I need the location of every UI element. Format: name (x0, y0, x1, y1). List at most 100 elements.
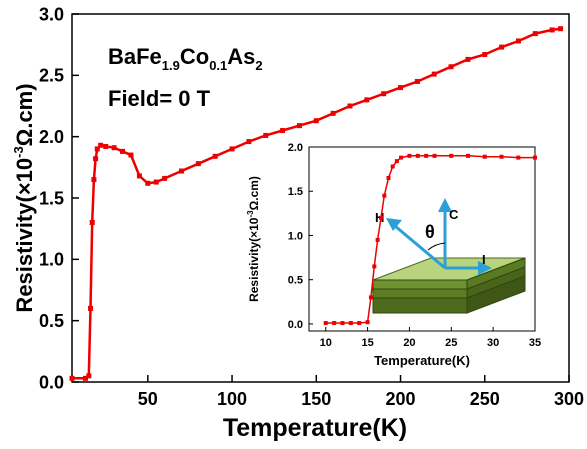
inset-data-point (399, 155, 404, 160)
main-data-point (162, 175, 168, 181)
inset-data-point (375, 237, 380, 242)
inset-y-tick-label: 2.0 (288, 142, 303, 154)
main-data-point (532, 31, 538, 37)
main-y-tick-label: 0.0 (39, 372, 64, 392)
c-arrow-head (438, 198, 452, 212)
layer-bottom-side (372, 297, 468, 314)
main-data-point (263, 132, 269, 138)
main-data-point (381, 91, 387, 97)
main-series (69, 26, 564, 381)
main-y-tick-label: 1.0 (39, 250, 64, 270)
sample-layers-diagram: H C θ I (372, 198, 526, 314)
main-x-tick-label: 150 (301, 389, 331, 409)
main-data-point (111, 145, 117, 151)
main-data-point (98, 142, 104, 148)
main-data-point (465, 56, 471, 62)
compound-label: BaFe1.9Co0.1As2 (108, 44, 263, 73)
main-data-point (414, 78, 420, 84)
main-data-point (93, 156, 99, 162)
inset-data-point (378, 215, 383, 220)
h-arrow-head (386, 218, 402, 231)
main-x-tick-label: 300 (554, 389, 584, 409)
inset-x-tick-label: 30 (487, 337, 499, 349)
main-x-tick-label: 250 (470, 389, 500, 409)
inset-data-point (424, 153, 429, 158)
main-y-axis-label: Resistivity(×10-3Ω.cm) (11, 83, 37, 312)
main-data-point (89, 220, 95, 226)
main-data-point (153, 179, 159, 185)
main-data-point (296, 123, 302, 129)
h-field-line (394, 224, 446, 270)
main-x-tick-label: 100 (217, 389, 247, 409)
layer-middle-side (372, 288, 468, 299)
main-data-point (103, 143, 109, 149)
layer-top-end (466, 257, 526, 290)
main-data-point (499, 44, 505, 50)
main-x-tick-label: 50 (138, 389, 158, 409)
main-data-point (448, 64, 454, 70)
main-data-point (347, 103, 353, 109)
layer-top-side (372, 279, 468, 290)
inset-y-tick-label: 0.0 (288, 319, 303, 331)
i-label: I (482, 252, 486, 267)
inset-data-point (394, 159, 399, 164)
main-y-tick-label: 0.5 (39, 311, 64, 331)
main-y-tick-label: 1.5 (39, 188, 64, 208)
main-y-tick-label: 3.0 (39, 4, 64, 24)
main-data-point (128, 152, 134, 158)
inset-data-point (340, 321, 345, 326)
main-data-point (136, 173, 142, 179)
inset-data-point (368, 295, 373, 300)
inset-data-point (407, 153, 412, 158)
main-data-point (482, 51, 488, 57)
field-label: Field= 0 T (108, 86, 211, 111)
inset-data-point (466, 153, 471, 158)
main-x-axis-label: Temperature(K) (223, 414, 407, 442)
main-data-point (145, 180, 151, 186)
inset-x-tick-label: 10 (320, 337, 332, 349)
main-data-point (330, 110, 336, 116)
main-data-point (229, 146, 235, 152)
main-data-point (246, 139, 252, 145)
inset-data-point (516, 155, 521, 160)
inset-axis-ticks: 10 15 20 25 30 35 0.0 0.5 1.0 1.5 2.0 (288, 142, 541, 349)
inset-x-tick-label: 20 (403, 337, 415, 349)
inset-data-point (386, 175, 391, 180)
inset-y-tick-label: 1.0 (288, 230, 303, 242)
main-data-point (212, 153, 218, 159)
inset-data-point (415, 153, 420, 158)
inset-x-tick-label: 25 (445, 337, 457, 349)
inset-data-point (372, 264, 377, 269)
inset-plot-frame (308, 146, 536, 332)
i-arrow-head (478, 261, 492, 275)
main-y-tick-label: 2.0 (39, 127, 64, 147)
inset-data-point (332, 321, 337, 326)
main-data-point (558, 26, 564, 32)
main-data-point (86, 373, 92, 379)
inset-data-point (499, 154, 504, 159)
inset-data-point (357, 321, 362, 326)
inset-x-tick-label: 35 (529, 337, 541, 349)
main-data-point (179, 168, 185, 174)
main-data-point (364, 97, 370, 103)
main-data-point (82, 375, 88, 381)
main-data-point (398, 85, 404, 91)
inset-y-axis-label: Resistivity(×10-3Ω.cm) (246, 176, 261, 302)
inset-data-point (323, 321, 328, 326)
main-data-point (431, 71, 437, 77)
theta-label: θ (425, 222, 435, 242)
inset-y-tick-label: 0.5 (288, 275, 303, 287)
inset-data-point (432, 153, 437, 158)
inset-data-point (533, 155, 537, 160)
main-data-point (91, 177, 97, 183)
inset-data-point (482, 154, 487, 159)
inset-data-point (449, 153, 454, 158)
main-data-point (280, 128, 286, 134)
main-data-point (195, 161, 201, 167)
inset-data-point (390, 164, 395, 169)
c-label: C (449, 207, 459, 222)
inset-series (323, 153, 537, 326)
inset-data-point (348, 321, 353, 326)
